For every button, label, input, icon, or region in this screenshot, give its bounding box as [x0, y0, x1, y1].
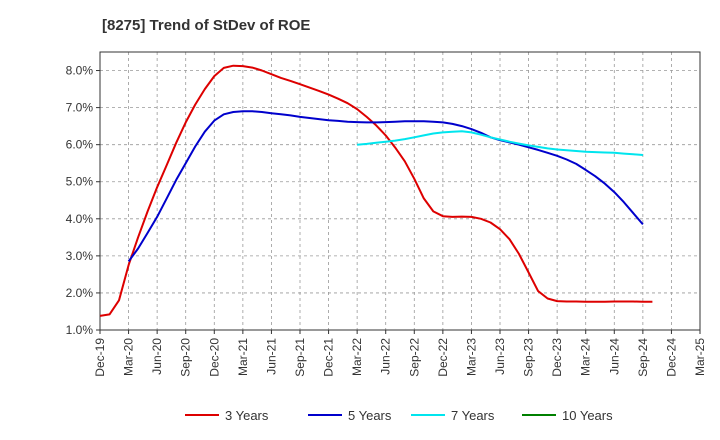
x-tick-label: Mar-23	[464, 338, 478, 376]
y-tick-label: 1.0%	[66, 323, 94, 337]
y-tick-label: 7.0%	[66, 101, 94, 115]
legend-label: 7 Years	[451, 408, 495, 423]
y-tick-label: 5.0%	[66, 175, 94, 189]
x-tick-label: Dec-21	[322, 338, 336, 377]
series-line-3-years	[99, 64, 653, 317]
x-tick-label: Mar-21	[236, 338, 250, 376]
x-tick-label: Dec-23	[550, 338, 564, 377]
x-tick-label: Jun-23	[493, 338, 507, 375]
series-lines	[99, 64, 653, 317]
y-tick-label: 2.0%	[66, 286, 94, 300]
grid	[100, 52, 700, 331]
x-tick-label: Mar-20	[122, 338, 136, 376]
legend: 3 Years 5 Years 7 Years 10 Years	[185, 408, 613, 423]
x-tick-label: Sep-23	[522, 338, 536, 377]
x-tick-label: Jun-20	[150, 338, 164, 375]
x-tick-label: Dec-19	[93, 338, 107, 377]
x-tick-label: Mar-24	[579, 338, 593, 376]
chart-title: [8275] Trend of StDev of ROE	[102, 17, 310, 34]
x-tick-label: Dec-20	[207, 338, 221, 377]
series-line-7-years	[357, 130, 643, 156]
x-tick-label: Jun-21	[264, 338, 278, 375]
x-tick-label: Sep-20	[179, 338, 193, 377]
x-tick-label: Dec-22	[436, 338, 450, 377]
y-tick-label: 6.0%	[66, 138, 94, 152]
legend-label: 3 Years	[225, 408, 269, 423]
x-tick-label: Mar-22	[350, 338, 364, 376]
y-tick-label: 4.0%	[66, 212, 94, 226]
x-tick-label: Mar-25	[693, 338, 707, 376]
x-tick-label: Jun-22	[379, 338, 393, 375]
x-tick-label: Sep-24	[636, 338, 650, 377]
x-tick-label: Dec-24	[664, 338, 678, 377]
legend-label: 10 Years	[562, 408, 613, 423]
y-tick-label: 8.0%	[66, 64, 94, 78]
legend-label: 5 Years	[348, 408, 392, 423]
y-axis: 1.0% 2.0% 3.0% 4.0% 5.0% 6.0% 7.0% 8.0%	[66, 64, 100, 337]
x-axis: Dec-19 Mar-20 Jun-20 Sep-20 Dec-20 Mar-21 Jun-…	[93, 330, 707, 377]
x-tick-label: Sep-21	[293, 338, 307, 377]
x-tick-label: Sep-22	[407, 338, 421, 377]
series-line-5-years	[127, 110, 644, 262]
plot-area	[99, 51, 701, 331]
x-tick-label: Jun-24	[607, 338, 621, 375]
y-tick-label: 3.0%	[66, 249, 94, 263]
